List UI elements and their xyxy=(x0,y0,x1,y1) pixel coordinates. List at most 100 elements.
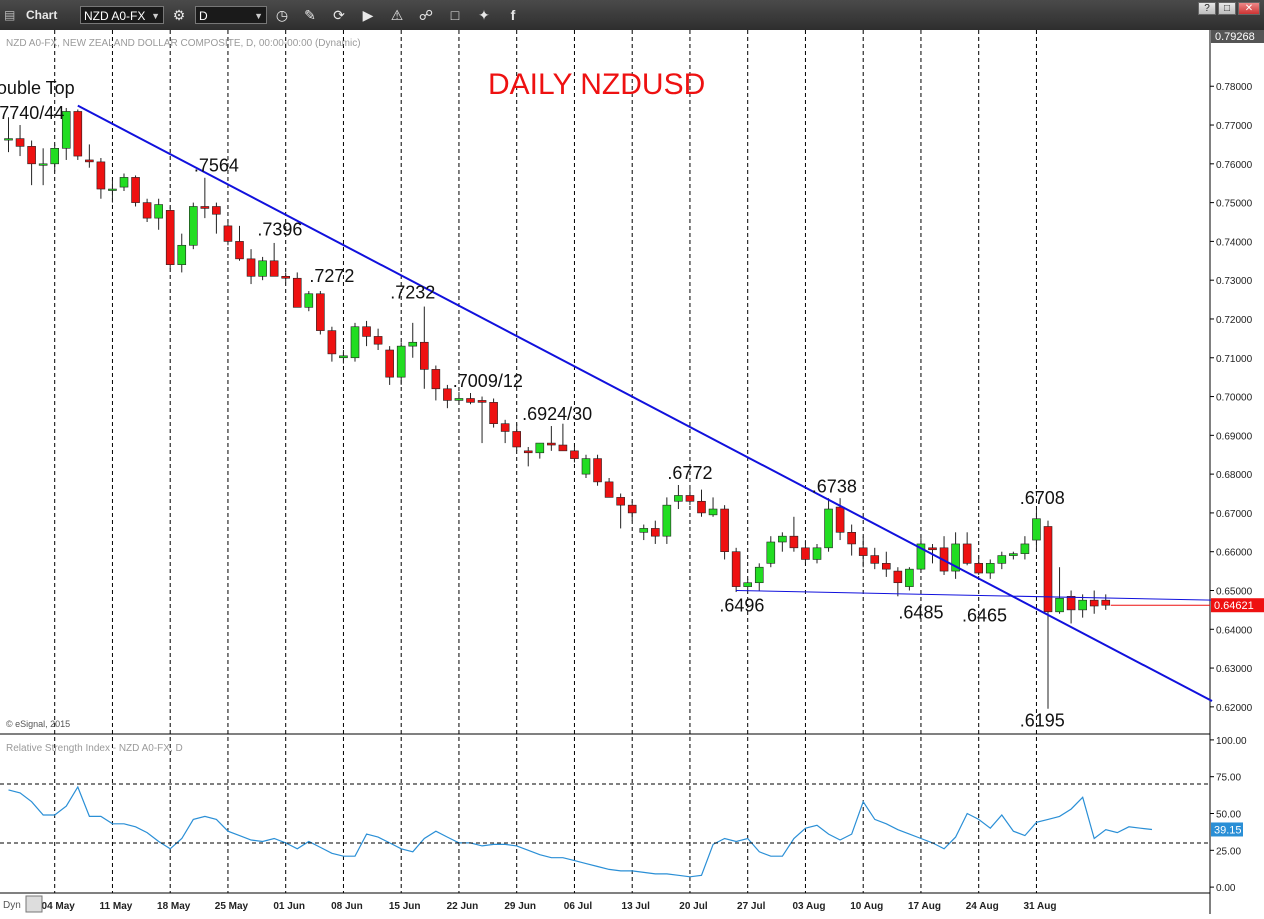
x-tick-label: 10 Aug xyxy=(850,901,883,912)
candle xyxy=(616,493,625,529)
candle xyxy=(477,396,487,444)
rsi-tick-label: 100.00 xyxy=(1216,736,1247,747)
interval-value: D xyxy=(199,9,208,23)
candle-body xyxy=(674,495,683,502)
lock-icon[interactable] xyxy=(25,895,43,913)
candle-body xyxy=(893,570,903,584)
interval-dropdown-icon[interactable]: ▼ xyxy=(254,11,263,21)
candle-body xyxy=(662,504,672,537)
facebook-icon[interactable]: f xyxy=(510,7,516,23)
candle xyxy=(281,272,291,283)
interval-select[interactable]: D ▼ xyxy=(195,6,267,24)
candle xyxy=(997,551,1007,570)
candle xyxy=(269,242,279,277)
candle-body xyxy=(778,535,787,543)
candle xyxy=(1055,567,1064,614)
help-button[interactable]: ? xyxy=(1198,2,1216,15)
maximize-button[interactable]: □ xyxy=(1218,2,1236,15)
trendline xyxy=(736,589,1213,601)
rsi-value-tag-box xyxy=(1211,822,1243,837)
candle xyxy=(396,342,406,385)
trendline xyxy=(77,104,1213,702)
x-tick-label: 17 Aug xyxy=(908,901,941,912)
y-tick-label: 0.62000 xyxy=(1216,703,1253,714)
candle xyxy=(73,109,83,160)
candle-body xyxy=(165,210,175,265)
x-tick-label: 25 May xyxy=(215,901,249,912)
y-tick-label: 0.75000 xyxy=(1216,199,1253,210)
y-tick-label: 0.63000 xyxy=(1216,664,1253,675)
grid xyxy=(54,30,1037,893)
candle-body xyxy=(997,555,1007,564)
top-price-tag-box xyxy=(1211,29,1264,43)
comment-icon[interactable]: □ xyxy=(450,7,460,23)
alert-icon[interactable]: ⚠ xyxy=(390,7,404,23)
top-price-tag: 0.79268 xyxy=(1211,29,1264,43)
y-tick-label: 0.76000 xyxy=(1216,160,1253,171)
candle xyxy=(650,520,660,544)
candle xyxy=(685,484,695,506)
candle xyxy=(720,505,729,560)
link-icon[interactable]: ☍ xyxy=(418,7,434,23)
last-price-tag: 0.64621 xyxy=(1211,598,1264,613)
candle-body xyxy=(477,400,487,403)
settings-gear-icon[interactable]: ⚙ xyxy=(172,7,186,23)
candle-body xyxy=(373,336,383,345)
candle xyxy=(85,144,94,168)
x-tick-label: 01 Jun xyxy=(273,901,305,912)
candle-body xyxy=(119,177,129,188)
candle xyxy=(1101,594,1111,610)
twitter-icon[interactable]: ✦ xyxy=(478,7,490,23)
candle xyxy=(893,567,903,597)
chart-title: DAILY NZDUSD xyxy=(488,68,705,101)
candle xyxy=(847,524,856,556)
price-annotation: .7009/12 xyxy=(453,371,523,391)
candle xyxy=(454,391,464,403)
candle-body xyxy=(396,345,406,378)
candle-body xyxy=(593,458,602,483)
clock-icon[interactable]: ◷ xyxy=(275,7,289,23)
candle-body xyxy=(154,204,163,219)
candle-body xyxy=(535,442,545,454)
candle xyxy=(316,291,325,335)
price-annotation: .6485 xyxy=(898,602,943,622)
price-annotation: .6772 xyxy=(667,463,712,483)
candle xyxy=(674,484,683,510)
candle-body xyxy=(639,528,649,533)
candle xyxy=(870,547,880,570)
x-tick-label: 22 Jun xyxy=(447,901,479,912)
candle xyxy=(697,489,706,517)
symbol-input[interactable]: NZD A0-FX ▼ xyxy=(80,6,164,24)
candle xyxy=(639,524,649,541)
candle xyxy=(339,350,348,364)
refresh-icon[interactable]: ⟳ xyxy=(333,7,345,23)
candle-body xyxy=(466,398,475,403)
candle xyxy=(4,117,13,153)
candle-body xyxy=(489,402,498,424)
play-icon[interactable]: ▶ xyxy=(362,7,374,23)
candle-body xyxy=(269,260,279,277)
candle-body xyxy=(708,508,718,516)
close-button[interactable]: ✕ xyxy=(1238,2,1260,15)
candle-body xyxy=(916,543,926,570)
candle xyxy=(350,322,360,362)
price-annotation: .7564 xyxy=(194,156,239,176)
symbol-dropdown-icon[interactable]: ▼ xyxy=(151,11,160,21)
candle-body xyxy=(50,148,60,165)
price-annotation: .6195 xyxy=(1020,711,1065,731)
y-tick-label: 0.65000 xyxy=(1216,586,1253,597)
candle xyxy=(535,442,545,459)
candle-body xyxy=(812,547,822,560)
candle xyxy=(189,202,198,250)
candle xyxy=(731,547,741,593)
x-tick-label: 04 May xyxy=(42,901,76,912)
last-price-tag-box xyxy=(1211,598,1264,613)
candle-body xyxy=(1089,599,1099,607)
candle xyxy=(443,384,452,409)
candle xyxy=(1020,536,1030,560)
price-annotation: .6738 xyxy=(812,476,857,496)
pencil-icon[interactable]: ✎ xyxy=(304,7,316,23)
candle xyxy=(304,291,314,312)
candle xyxy=(96,158,106,199)
rsi-plot xyxy=(8,785,1153,878)
